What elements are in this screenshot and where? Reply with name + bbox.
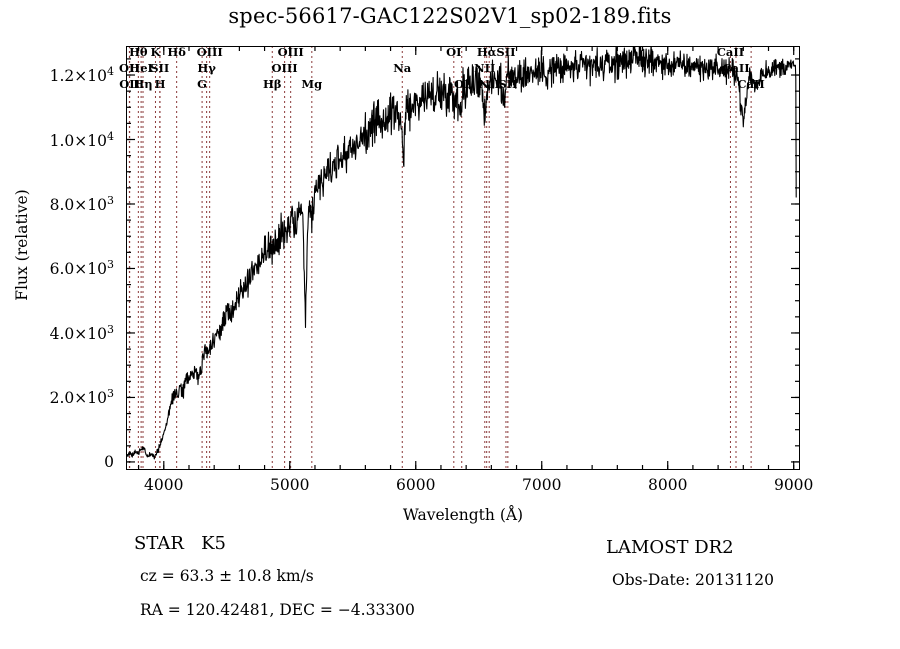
coordinates-text: RA = 120.42481, DEC = −4.33300 bbox=[140, 601, 415, 619]
line-marker-label: OII bbox=[119, 77, 141, 91]
x-tick-label: 5000 bbox=[270, 476, 310, 494]
x-tick-label: 8000 bbox=[647, 476, 688, 494]
y-tick-label: 6.0×103 bbox=[49, 258, 114, 279]
line-marker-label: SII bbox=[150, 61, 170, 75]
line-marker-label: SII bbox=[496, 45, 516, 59]
x-axis-tick-labels: 4000 5000 6000 7000 8000 9000 bbox=[126, 476, 813, 498]
line-marker-label: CaII bbox=[722, 61, 750, 75]
line-marker-label: OII bbox=[119, 61, 140, 75]
survey-name-text: LAMOST DR2 bbox=[606, 537, 734, 558]
plot-title: spec-56617-GAC122S02V1_sp02-189.fits bbox=[228, 4, 672, 28]
line-marker-label: Hα bbox=[476, 45, 497, 59]
plot-frame bbox=[126, 46, 800, 470]
line-marker-label: OIII bbox=[196, 45, 223, 59]
spectrum-plot bbox=[126, 46, 800, 470]
spectrum-svg bbox=[126, 46, 800, 470]
line-marker-label: CaII bbox=[737, 77, 765, 91]
line-marker-label: CaII bbox=[716, 45, 745, 59]
plot-canvas bbox=[126, 46, 800, 470]
y-tick-label: 1.0×104 bbox=[49, 129, 114, 150]
x-tick-label: 6000 bbox=[396, 476, 436, 494]
y-tick-label: 0 bbox=[104, 452, 114, 471]
line-marker-label: OIII bbox=[277, 45, 304, 59]
redshift-velocity-text: cz = 63.3 ± 10.8 km/s bbox=[140, 567, 314, 585]
line-marker-label: Hδ bbox=[167, 45, 186, 59]
line-marker-label: Hη bbox=[133, 77, 153, 91]
line-marker-label: OI bbox=[454, 77, 470, 91]
line-marker-label: Hγ bbox=[197, 61, 216, 75]
line-marker-label: Na bbox=[393, 61, 412, 75]
y-tick-label: 4.0×103 bbox=[49, 322, 114, 344]
y-tick-label: 8.0×103 bbox=[49, 193, 114, 215]
y-tick-label: 1.2×104 bbox=[49, 64, 114, 86]
x-tick-label: 7000 bbox=[522, 476, 562, 494]
line-marker-label: Mg bbox=[301, 77, 323, 91]
line-marker-label: K bbox=[150, 45, 161, 59]
line-marker-label: OI bbox=[446, 45, 462, 59]
line-marker-label: Hθ bbox=[129, 45, 148, 59]
x-tick-label: 9000 bbox=[773, 476, 814, 494]
line-marker-label: Hβ bbox=[262, 77, 282, 91]
y-tick-label: 2.0×103 bbox=[49, 387, 114, 408]
line-marker-label: G bbox=[197, 77, 207, 91]
object-type-text: STAR K5 bbox=[134, 533, 226, 554]
line-marker-label: OIII bbox=[271, 61, 298, 75]
y-axis-label: Flux (relative) bbox=[13, 189, 31, 301]
line-marker-label: NII bbox=[478, 77, 500, 91]
x-tick-label: 4000 bbox=[144, 476, 184, 494]
observation-date-text: Obs-Date: 20131120 bbox=[612, 571, 774, 589]
x-axis-label: Wavelength (Å) bbox=[402, 506, 524, 524]
line-marker-label: HeI bbox=[129, 61, 153, 75]
line-marker-label: H bbox=[154, 77, 166, 91]
line-marker-label: SII bbox=[498, 77, 518, 91]
y-axis-tick-labels: 0 2.0×103 4.0×103 6.0×103 8.0×103 1.0×104 1.2×… bbox=[0, 46, 122, 471]
line-marker-label: NII bbox=[474, 61, 496, 75]
